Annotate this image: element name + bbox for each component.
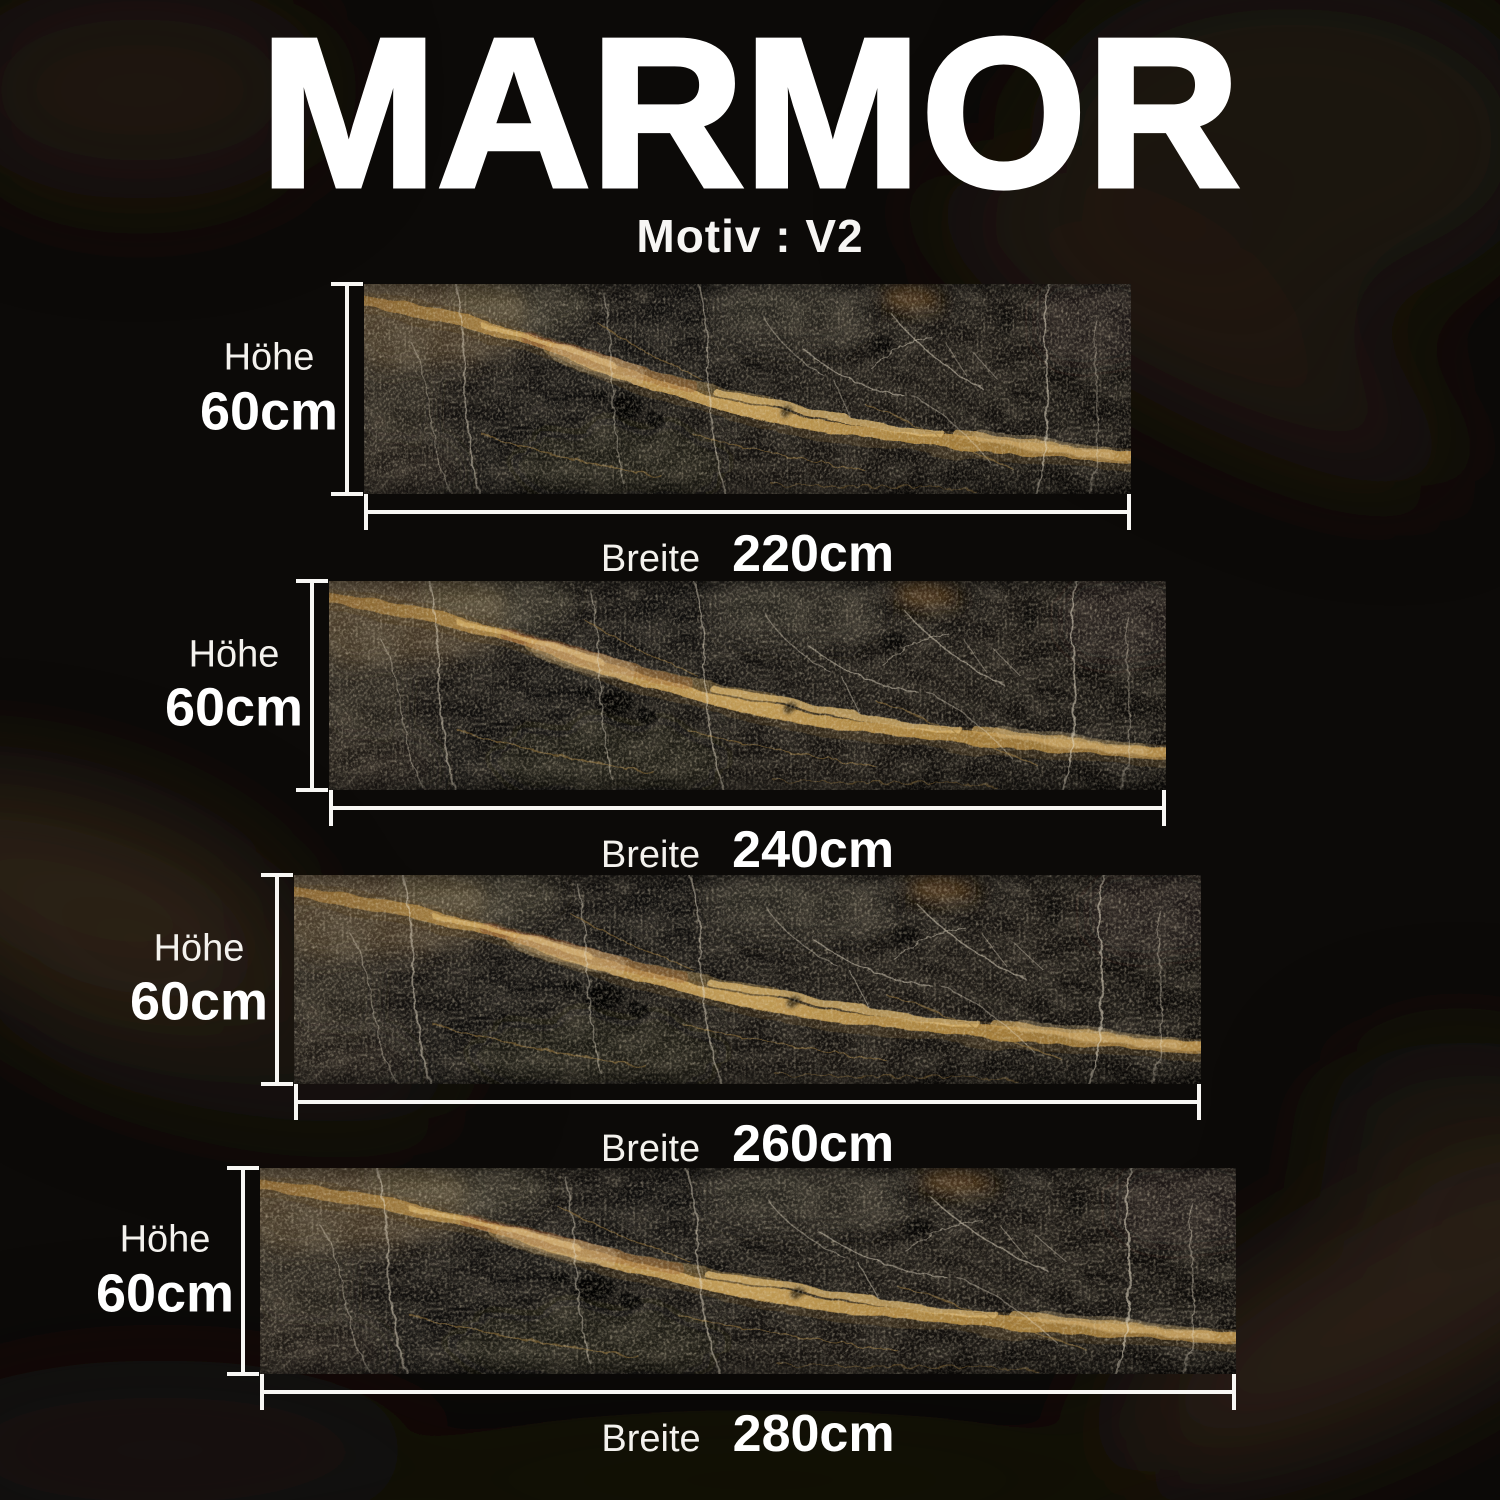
height-label-group: Höhe 60cm bbox=[154, 633, 314, 738]
width-measure-line bbox=[329, 790, 1166, 826]
marble-strip-image bbox=[364, 284, 1131, 494]
height-label: Höhe bbox=[153, 926, 245, 969]
width-value: 260cm bbox=[732, 1115, 895, 1173]
marble-strip-image bbox=[260, 1168, 1236, 1374]
marble-strip-image bbox=[329, 581, 1166, 790]
height-label-group: Höhe 60cm bbox=[85, 1218, 245, 1323]
height-value: 60cm bbox=[164, 677, 304, 738]
marble-strip-image bbox=[294, 875, 1201, 1084]
width-value: 280cm bbox=[732, 1405, 895, 1463]
title-text: MARMOR bbox=[260, 14, 1240, 214]
subtitle: Motiv : V2 bbox=[636, 210, 864, 262]
width-measure-line bbox=[294, 1084, 1201, 1120]
width-measure-line bbox=[260, 1374, 1236, 1410]
height-measure-line bbox=[331, 282, 363, 496]
height-label: Höhe bbox=[119, 1218, 211, 1261]
page-title: MARMOR bbox=[258, 14, 1243, 214]
width-label: Breite bbox=[601, 1418, 701, 1460]
width-measure-line bbox=[364, 494, 1131, 530]
width-label: Breite bbox=[600, 1128, 701, 1170]
height-measure-line bbox=[296, 579, 328, 792]
height-label: Höhe bbox=[188, 632, 280, 675]
width-value: 240cm bbox=[732, 821, 895, 879]
height-label-group: Höhe 60cm bbox=[119, 927, 279, 1032]
width-label-group: Breite 280cm bbox=[260, 1404, 1236, 1464]
width-label-group: Breite 220cm bbox=[364, 524, 1131, 584]
width-value: 220cm bbox=[732, 525, 895, 583]
height-label-group: Höhe 60cm bbox=[189, 336, 349, 441]
width-label: Breite bbox=[600, 538, 701, 580]
height-value: 60cm bbox=[199, 381, 339, 442]
width-label: Breite bbox=[600, 834, 701, 876]
height-measure-line bbox=[227, 1166, 259, 1376]
height-measure-line bbox=[261, 873, 293, 1086]
height-label: Höhe bbox=[223, 336, 315, 379]
width-label-group: Breite 240cm bbox=[329, 820, 1166, 880]
height-value: 60cm bbox=[129, 971, 269, 1032]
height-value: 60cm bbox=[95, 1263, 235, 1324]
width-label-group: Breite 260cm bbox=[294, 1114, 1201, 1174]
